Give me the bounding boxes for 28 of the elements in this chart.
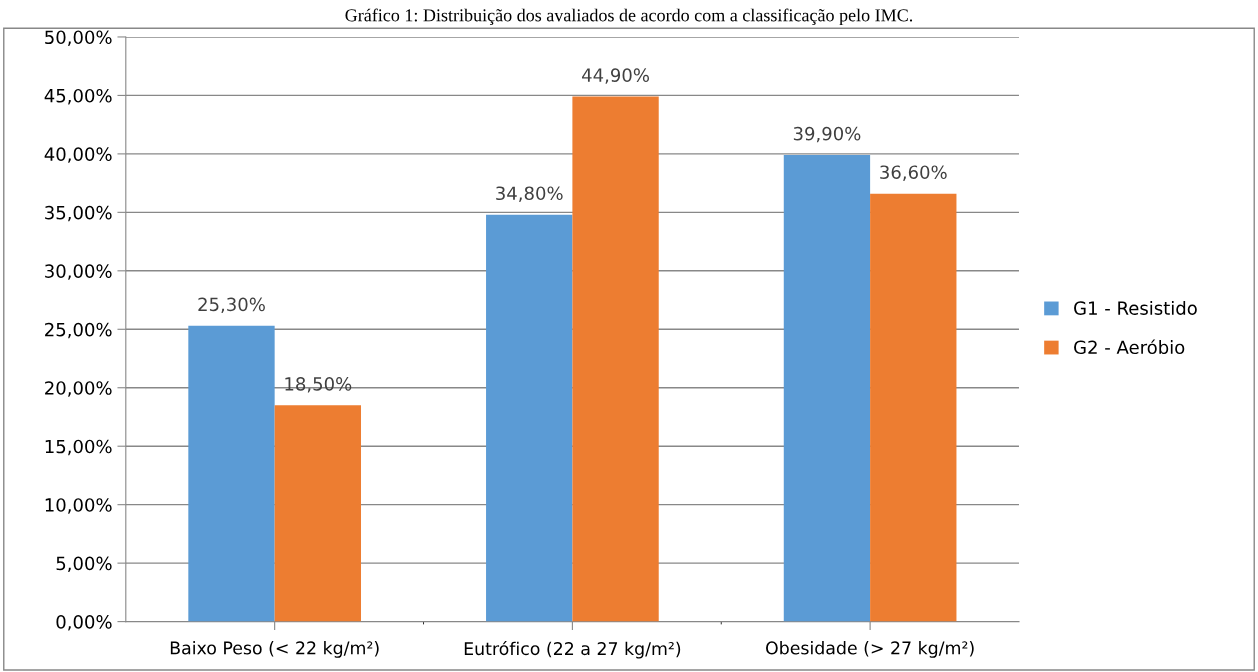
y-tick-label: 45,00% xyxy=(44,88,112,105)
legend-label: G2 - Aeróbio xyxy=(1074,339,1185,355)
y-tick-label: 15,00% xyxy=(45,439,112,456)
x-tick-label: Obesidade (> 27 kg/m²) xyxy=(766,641,974,658)
y-tick-label: 10,00% xyxy=(45,498,112,514)
data-label: 39,90% xyxy=(793,126,861,143)
bar xyxy=(486,214,573,622)
x-tick-label: Baixo Peso (< 22 kg/m²) xyxy=(170,641,379,658)
bar xyxy=(783,155,871,622)
bar xyxy=(274,405,361,622)
bar xyxy=(188,325,275,622)
data-label: 36,60% xyxy=(880,165,947,181)
data-label: 25,30% xyxy=(198,297,265,314)
y-tick-label: 25,00% xyxy=(45,322,112,339)
y-tick-label: 20,00% xyxy=(45,381,112,397)
legend-label: G1 - Resistido xyxy=(1074,300,1197,315)
y-tick-label: 30,00% xyxy=(45,264,112,280)
y-tick-label: 0,00% xyxy=(56,615,112,631)
data-label: 44,90% xyxy=(582,68,649,84)
y-tick-label: 5,00% xyxy=(56,556,112,573)
data-label: 34,80% xyxy=(496,186,563,202)
y-tick-label: 35,00% xyxy=(45,205,112,222)
bar xyxy=(870,193,957,622)
x-tick-label: Eutrófico (22 a 27 kg/m²) xyxy=(464,641,681,659)
bar xyxy=(572,96,659,622)
y-tick-label: 40,00% xyxy=(44,147,112,163)
chart-title: Gráfico 1: Distribuição dos avaliados de acordo com a classificação pelo IMC. xyxy=(345,8,913,26)
y-tick-label: 50,00% xyxy=(45,30,112,46)
